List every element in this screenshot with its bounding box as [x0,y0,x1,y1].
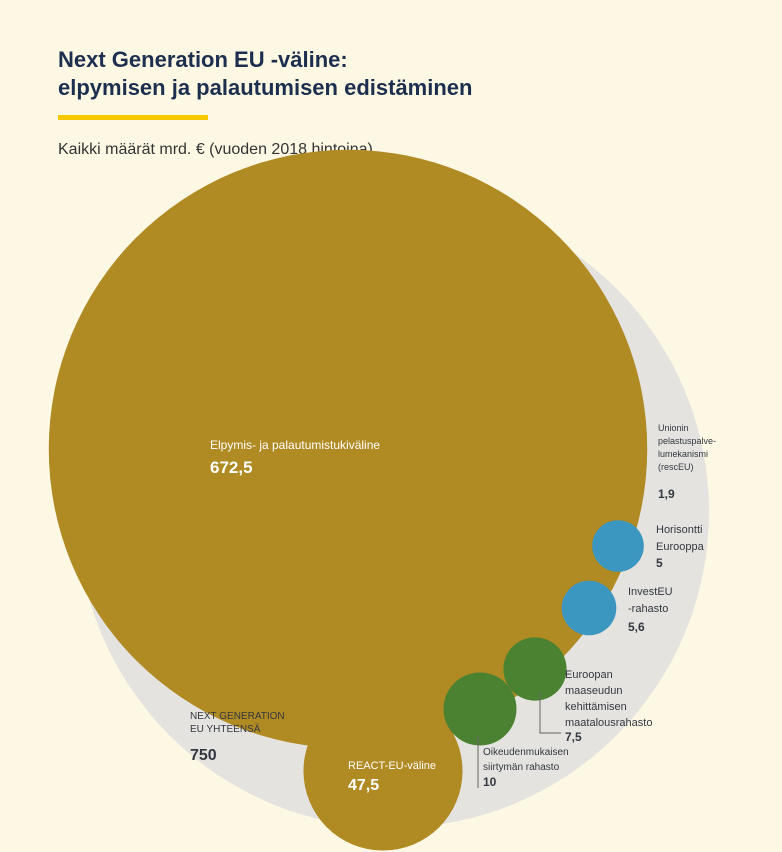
bubble-6-label-line-4: maatalousrahasto [565,717,652,729]
bubble-6-label-line-1: Euroopan [565,669,613,681]
bubble-7-label-line-2: siirtymän rahasto [483,762,560,773]
bubble-6-label-line-3: kehittämisen [565,701,627,713]
chart-title-line-1: Next Generation EU -väline: [58,47,348,72]
bubble-5-value: 5,6 [628,620,645,634]
total-label-line-2: EU YHTEENSÄ [190,723,261,735]
bubble-4-label-line-1: Horisontti [656,524,702,536]
chart-subtitle: Kaikki määrät mrd. € (vuoden 2018 hintoi… [58,141,373,158]
bubble-7-value: 10 [483,775,497,789]
chart-title-line-2: elpymisen ja palautumisen edistäminen [58,75,473,100]
total-value: 750 [190,747,217,764]
bubble-5-label-line-1: InvestEU [628,586,673,598]
bubble-1-circle [48,149,648,749]
bubble-1-label: Elpymis- ja palautumistukiväline [210,438,380,452]
bubble-4-circle [592,520,644,572]
bubble-4-value: 5 [656,556,663,570]
chart-title: Next Generation EU -väline: elpymisen ja… [58,46,472,102]
bubble-2-label: REACT-EU-väline [348,760,436,772]
bubble-3-label-line-3: lumekanismi [658,449,708,459]
total-label-line-1: NEXT GENERATION [190,711,285,722]
bubble-7-label-line-1: Oikeudenmukaisen [483,747,569,758]
bubble-4-label-line-2: Eurooppa [656,541,705,553]
bubble-5-circle [561,580,617,636]
bubble-3-label-line-2: pelastuspalve- [658,436,716,446]
bubble-1-value: 672,5 [210,458,253,477]
bubble-6-label-line-2: maaseudun [565,685,623,697]
leader-line-maaseutu [539,692,561,734]
bubble-5-label-line-2: -rahasto [628,603,668,615]
bubble-6-circle [503,637,567,701]
bubble-3-value: 1,9 [658,487,675,501]
bubble-6-value: 7,5 [565,730,582,744]
bubble-3-label-line-4: (rescEU) [658,462,694,472]
bubble-3-label-line-1: Unionin [658,423,689,433]
bubble-2-value: 47,5 [348,777,379,794]
title-accent-rule [58,115,208,120]
bubble-7-circle [443,672,517,746]
bubble-2-circle [303,691,463,851]
bubble-3-circle [610,445,642,477]
